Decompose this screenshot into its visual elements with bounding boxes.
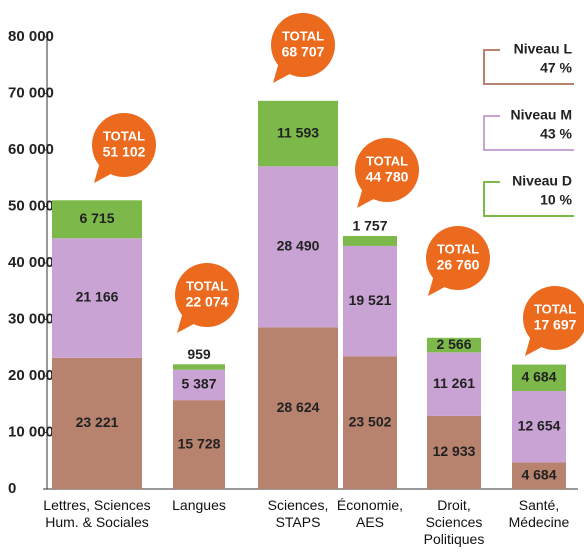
bar-segment [258, 166, 338, 328]
x-tick-label: Sciences, STAPS [267, 497, 329, 530]
legend-line [483, 115, 574, 151]
bar-segment [512, 462, 566, 489]
bar-segment [427, 337, 481, 353]
value-label: 2 566 [436, 336, 471, 352]
y-tick-label: 80 000 [8, 28, 54, 45]
total-caption: TOTAL [366, 153, 408, 168]
total-label: 44 780 [366, 169, 409, 185]
total-caption: TOTAL [186, 278, 228, 293]
legend-label: Niveau D [512, 173, 572, 189]
total-label: 22 074 [186, 294, 229, 310]
value-label: 1 757 [352, 218, 387, 234]
total-bubble [175, 263, 239, 327]
total-label: 68 707 [282, 44, 325, 60]
total-label: 51 102 [103, 144, 146, 160]
value-label: 11 593 [277, 124, 319, 140]
total-bubble [426, 226, 490, 290]
total-label: 26 760 [437, 257, 480, 273]
total-bubble [355, 138, 419, 202]
value-label: 12 654 [518, 417, 561, 433]
value-label: 11 261 [433, 375, 475, 391]
value-label: 4 684 [521, 369, 556, 385]
value-label: 959 [187, 346, 211, 362]
y-tick-label: 20 000 [8, 367, 54, 384]
total-bubble [271, 13, 335, 77]
total-bubble [92, 113, 156, 177]
bar-segment [52, 200, 142, 239]
x-tick-label: Droit, Sciences Politiques [423, 497, 485, 547]
value-label: 23 502 [349, 413, 392, 429]
bar-segment [258, 327, 338, 489]
y-tick-label: 0 [8, 480, 16, 497]
x-tick-label: Économie, AES [336, 497, 404, 530]
value-label: 6 715 [79, 210, 114, 226]
bar-segment [343, 235, 397, 246]
y-tick-label: 50 000 [8, 197, 54, 214]
bar-segment [173, 364, 225, 370]
y-tick-label: 30 000 [8, 310, 54, 327]
x-tick-label: Langues [172, 497, 226, 513]
bar-segment [512, 391, 566, 463]
bar-segment [52, 238, 142, 358]
bar-segment [173, 369, 225, 401]
legend-label: Niveau L [514, 41, 573, 57]
total-bubble [523, 286, 584, 350]
value-label: 23 221 [76, 414, 119, 430]
total-caption: TOTAL [534, 301, 576, 316]
bar-segment [173, 400, 225, 489]
total-caption: TOTAL [437, 241, 479, 256]
y-tick-label: 60 000 [8, 141, 54, 158]
legend-share: 43 % [540, 126, 572, 142]
legend-line [483, 49, 574, 85]
y-tick-label: 70 000 [8, 84, 54, 101]
bar-segment [343, 356, 397, 489]
legend-share: 10 % [540, 192, 572, 208]
total-label: 17 697 [534, 317, 577, 333]
value-label: 12 933 [433, 443, 476, 459]
bar-segment [427, 352, 481, 416]
value-label: 19 521 [349, 292, 392, 308]
legend-line [483, 181, 574, 217]
bar-segment [512, 364, 566, 392]
bar-segment [52, 357, 142, 489]
value-label: 15 728 [178, 435, 221, 451]
total-caption: TOTAL [103, 128, 145, 143]
total-caption: TOTAL [282, 28, 324, 43]
y-tick-label: 40 000 [8, 254, 54, 271]
value-label: 28 624 [277, 399, 320, 415]
legend-label: Niveau M [511, 107, 572, 123]
value-label: 5 387 [181, 376, 216, 392]
value-label: 4 684 [521, 466, 556, 482]
legend-share: 47 % [540, 60, 572, 76]
bar-segment [343, 245, 397, 357]
bar-segment [427, 415, 481, 489]
x-tick-label: Lettres, Sciences Hum. & Sociales [43, 497, 151, 530]
value-label: 28 490 [277, 237, 320, 253]
x-tick-label: Santé, Médecine [508, 497, 570, 530]
y-tick-label: 10 000 [8, 423, 54, 440]
bar-segment [258, 100, 338, 167]
value-label: 21 166 [76, 289, 119, 305]
